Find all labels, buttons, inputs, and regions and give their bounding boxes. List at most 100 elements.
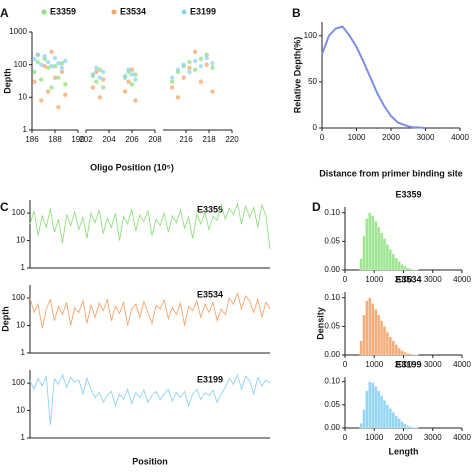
scatter-point [63,58,68,64]
x-tick-label: 218 [202,135,216,144]
scatter-point [63,92,68,97]
histogram-bar [368,212,372,271]
chart-title: E3199 [197,374,223,384]
scatter-point [198,56,204,62]
histogram-bar [388,249,392,271]
histogram-bar [359,340,363,356]
histogram-bar [391,340,395,356]
y-tick-label: 100 [14,60,28,69]
histogram-bar [403,423,407,429]
scatter-point [97,67,103,72]
y-tick-label: 10 [16,321,25,330]
scatter-point [94,65,99,71]
histogram-bar [377,226,381,271]
scatter-point [39,77,44,82]
data-line [29,291,271,329]
x-tick-label: 0 [343,275,348,284]
y-tick-label: 10 [16,236,25,245]
scatter-point [122,73,128,79]
legend-marker [41,9,47,15]
scatter-point [126,67,131,72]
histogram-bar [371,303,375,356]
histogram-bar [368,381,372,429]
histogram-bar [397,418,401,429]
x-tick-label: 4000 [453,275,471,284]
scatter-point [133,77,138,82]
legend-label: E3359 [50,6,76,16]
y-tick-label: 0.10 [324,208,340,217]
scatter-point [101,77,106,82]
histogram-bar [391,412,395,429]
scatter-point [210,65,215,71]
histogram-bar [362,314,366,356]
x-tick-label: 208 [148,135,162,144]
scatter-point [59,69,65,75]
scatter-point [32,69,37,75]
x-tick-label: 1000 [365,275,383,284]
scatter-point [210,89,215,94]
panel-letter: C [0,200,9,214]
panel-letter: A [0,6,9,20]
x-tick-label: 3000 [424,360,442,369]
x-tick-label: 2000 [382,133,400,142]
legend-label: E3199 [190,6,216,16]
histogram-bar [377,390,381,429]
y-tick-label: 100 [12,293,26,302]
scatter-point [35,59,40,65]
x-tick-label: 188 [48,135,62,144]
scatter-point [187,65,192,71]
y-tick-label: 0.05 [324,321,340,330]
scatter-point [129,72,135,77]
x-tick-label: 3000 [424,433,442,442]
histogram-bar [368,297,372,356]
scatter-point [45,89,51,94]
scatter-point [59,61,65,66]
histogram-bar [406,425,410,429]
chart-title: E3534 [197,289,223,299]
histogram-bar [388,336,392,356]
histogram-bar [371,382,375,429]
scatter-point [193,67,198,72]
scatter-point [49,49,54,54]
x-tick-label: 4000 [453,360,471,369]
scatter-point [94,79,99,84]
histogram-bar [362,409,366,429]
scatter-point [90,72,96,77]
y-tick-label: 0 [313,123,318,132]
histogram-bar [412,269,416,271]
histogram-bar [412,354,416,356]
chart-title: E3199 [395,359,421,369]
scatter-point [63,82,68,87]
y-tick-label: 0.05 [324,400,340,409]
scatter-point [39,62,44,67]
data-line [29,373,271,425]
scatter-point [97,95,103,100]
y-axis-label: Density [315,307,325,340]
histogram-bar [400,421,404,429]
data-line [321,25,426,129]
histogram-bar [379,395,384,429]
scatter-point [210,61,215,66]
histogram-bar [409,268,413,271]
scatter-point [49,63,54,69]
histogram-bar [362,235,366,271]
scatter-point [129,67,135,72]
scatter-point [52,75,58,80]
histogram-bar [374,221,378,271]
histogram-bar [385,244,390,271]
scatter-point [42,54,47,59]
x-axis-label: Oligo Position (10⁵) [90,162,174,172]
x-tick-label: 190 [71,135,85,144]
histogram-bar [379,232,384,271]
histogram-bar [359,258,363,271]
x-tick-label: 2000 [395,275,413,284]
histogram-bar [403,351,407,356]
y-tick-label: 1000 [9,27,27,36]
histogram-bar [406,267,410,271]
scatter-point [52,63,58,69]
y-tick-label: 10 [16,406,25,415]
x-tick-label: 202 [79,135,93,144]
scatter-point [94,69,99,75]
x-axis-label: Position [132,456,168,466]
